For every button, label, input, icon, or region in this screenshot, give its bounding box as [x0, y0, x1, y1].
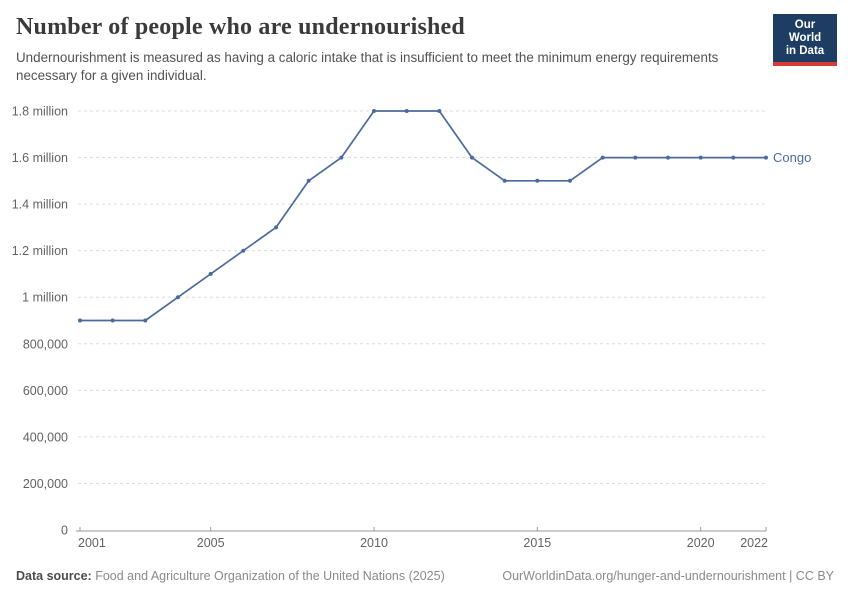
y-axis-tick-label: 0 — [61, 524, 68, 538]
data-point[interactable] — [731, 155, 736, 160]
data-point[interactable] — [764, 155, 768, 160]
y-axis-tick-label: 400,000 — [23, 430, 68, 444]
data-point[interactable] — [568, 178, 572, 183]
owid-link[interactable]: OurWorldinData.org/hunger-and-undernouri… — [502, 569, 834, 583]
x-axis-tick-label: 2022 — [740, 536, 768, 550]
data-point[interactable] — [666, 155, 670, 160]
owid-logo: Our World in Data — [773, 14, 837, 66]
series-line-congo[interactable] — [80, 110, 766, 322]
chart-header: Number of people who are undernourished … — [16, 14, 756, 84]
data-point[interactable] — [110, 318, 115, 323]
data-point[interactable] — [176, 295, 180, 300]
data-point[interactable] — [600, 155, 605, 160]
data-point[interactable] — [535, 178, 540, 183]
y-axis-tick-label: 1.2 million — [12, 244, 68, 258]
data-point[interactable] — [208, 271, 213, 276]
data-point[interactable] — [698, 155, 703, 160]
page-title: Number of people who are undernourished — [16, 14, 465, 40]
data-point[interactable] — [437, 109, 442, 113]
owid-logo-line2: in Data — [785, 45, 825, 57]
y-axis-tick-label: 600,000 — [23, 384, 68, 398]
chart-subtitle: Undernourishment is measured as having a… — [16, 50, 719, 83]
y-axis-tick-label: 200,000 — [23, 477, 68, 491]
data-point[interactable] — [78, 318, 82, 323]
data-source-label: Data source: — [16, 569, 92, 583]
y-axis-tick-label: 800,000 — [23, 337, 68, 351]
data-point[interactable] — [339, 155, 344, 160]
chart-footer: Data source: Food and Agriculture Organi… — [16, 569, 834, 583]
data-point[interactable] — [404, 109, 409, 113]
x-axis-tick-label: 2015 — [523, 536, 551, 550]
data-point[interactable] — [372, 109, 376, 113]
y-axis-tick-label: 1.6 million — [12, 151, 68, 165]
x-axis-tick-label: 2020 — [687, 536, 715, 550]
data-point[interactable] — [143, 318, 148, 323]
data-point[interactable] — [306, 178, 311, 183]
data-point[interactable] — [274, 225, 278, 230]
data-point[interactable] — [502, 178, 507, 183]
x-axis-tick-label: 2005 — [197, 536, 225, 550]
x-axis-tick-label: 2001 — [78, 536, 106, 550]
data-point[interactable] — [241, 248, 246, 253]
y-axis-tick-label: 1.8 million — [12, 105, 68, 119]
data-source: Data source: Food and Agriculture Organi… — [16, 569, 445, 583]
data-source-text: Food and Agriculture Organization of the… — [95, 569, 445, 583]
series-label[interactable]: Congo — [773, 150, 811, 165]
y-axis-tick-label: 1 million — [22, 291, 68, 305]
owid-logo-line1: Our World — [788, 19, 822, 44]
data-point[interactable] — [470, 155, 474, 160]
data-point[interactable] — [633, 155, 638, 160]
x-axis-tick-label: 2010 — [360, 536, 388, 550]
y-axis-tick-label: 1.4 million — [12, 198, 68, 212]
